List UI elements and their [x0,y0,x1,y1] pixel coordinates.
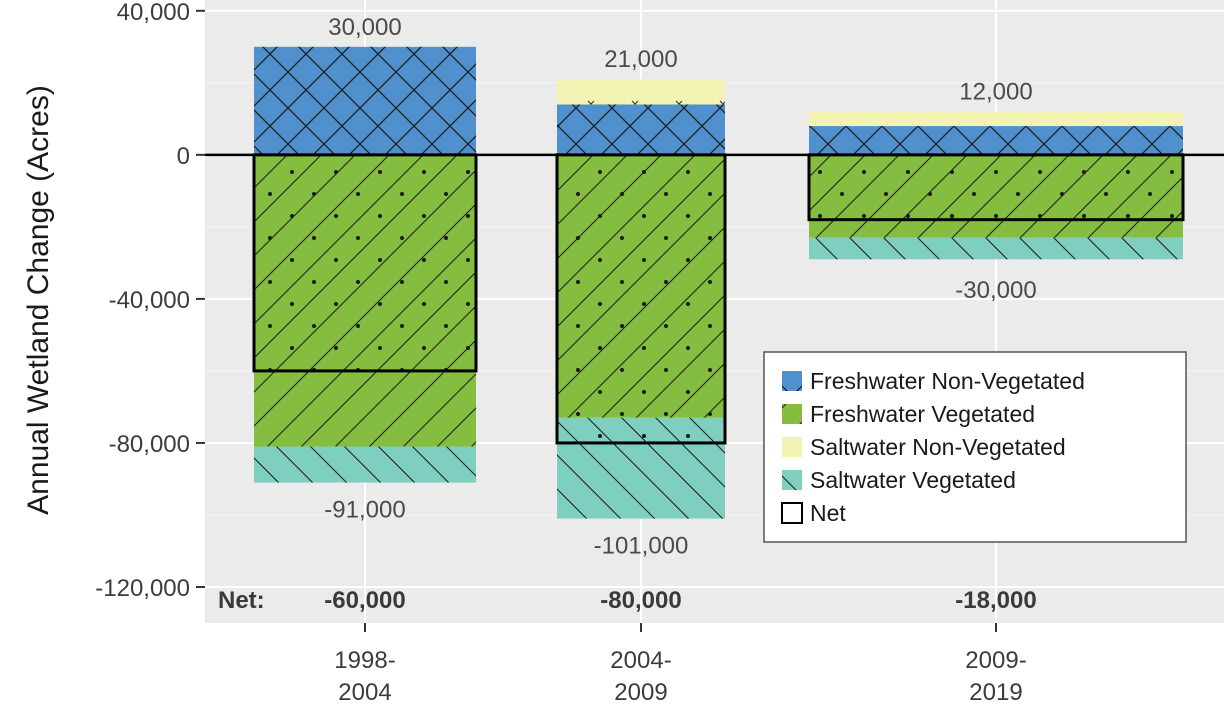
bar-saltwater-vegetated-pattern [809,237,1183,260]
x-axis: 1998- 2004 2004- 2009 2009- 2019 [334,623,1027,706]
legend-label: Saltwater Vegetated [810,467,1016,493]
net-dots [557,154,725,443]
legend-label: Freshwater Vegetated [810,401,1035,427]
legend-label: Saltwater Non-Vegetated [810,434,1066,460]
x-tick-label-line2: 2004 [338,679,391,706]
bar-freshwater-non-vegetated-pattern [557,104,725,155]
x-tick-label-line1: 2004- [610,647,671,674]
bar-saltwater-vegetated-pattern [254,446,476,483]
net-dots [254,154,476,371]
top-total-label: 21,000 [604,46,677,73]
net-dots [809,154,1183,220]
y-axis-title: Annual Wetland Change (Acres) [22,85,55,515]
net-value-label: -80,000 [600,587,681,614]
x-tick-label-line2: 2009 [614,679,667,706]
legend-box [763,351,1187,543]
net-boxes [252,153,1185,445]
legend-swatch-pattern [782,470,802,490]
data-labels: 30,000 21,000 12,000 -91,000 -101,000 -30,000… [324,14,1036,614]
legend-swatch-pattern [782,437,802,457]
bottom-total-label: -91,000 [324,497,405,524]
legend-swatch-pattern [782,371,802,391]
bar-saltwater-non-vegetated-pattern [557,79,725,105]
bottom-total-label: -30,000 [955,277,1036,304]
net-prefix-label: Net: [218,587,265,614]
legend-label: Net [810,500,846,526]
x-tick-label-line1: 2009- [965,647,1026,674]
y-tick-label: 40,000 [117,0,190,26]
y-tick-label: -40,000 [109,287,190,314]
legend-swatch-pattern [782,503,802,523]
bar-saltwater-non-vegetated-pattern [809,111,1183,127]
bottom-total-label: -101,000 [594,533,689,560]
y-axis: 40,000 0 -40,000 -80,000 -120,000 [95,0,205,602]
legend-label: Freshwater Non-Vegetated [810,368,1085,394]
legend-swatch-pattern [782,404,802,424]
x-tick-label-line1: 1998- [334,647,395,674]
x-tick-label-line2: 2019 [969,679,1022,706]
top-total-label: 30,000 [328,14,401,41]
y-tick-label: -120,000 [95,575,190,602]
bar-freshwater-non-vegetated-pattern [254,46,476,155]
net-value-label: -60,000 [324,587,405,614]
net-value-label: -18,000 [955,587,1036,614]
y-tick-label: -80,000 [109,431,190,458]
bar-freshwater-non-vegetated-pattern [809,126,1183,155]
legend: Freshwater Non-Vegetated Freshwater Veget… [763,351,1187,543]
top-total-label: 12,000 [959,79,1032,106]
y-tick-label: 0 [177,143,190,170]
legend-swatch-border [781,502,803,524]
